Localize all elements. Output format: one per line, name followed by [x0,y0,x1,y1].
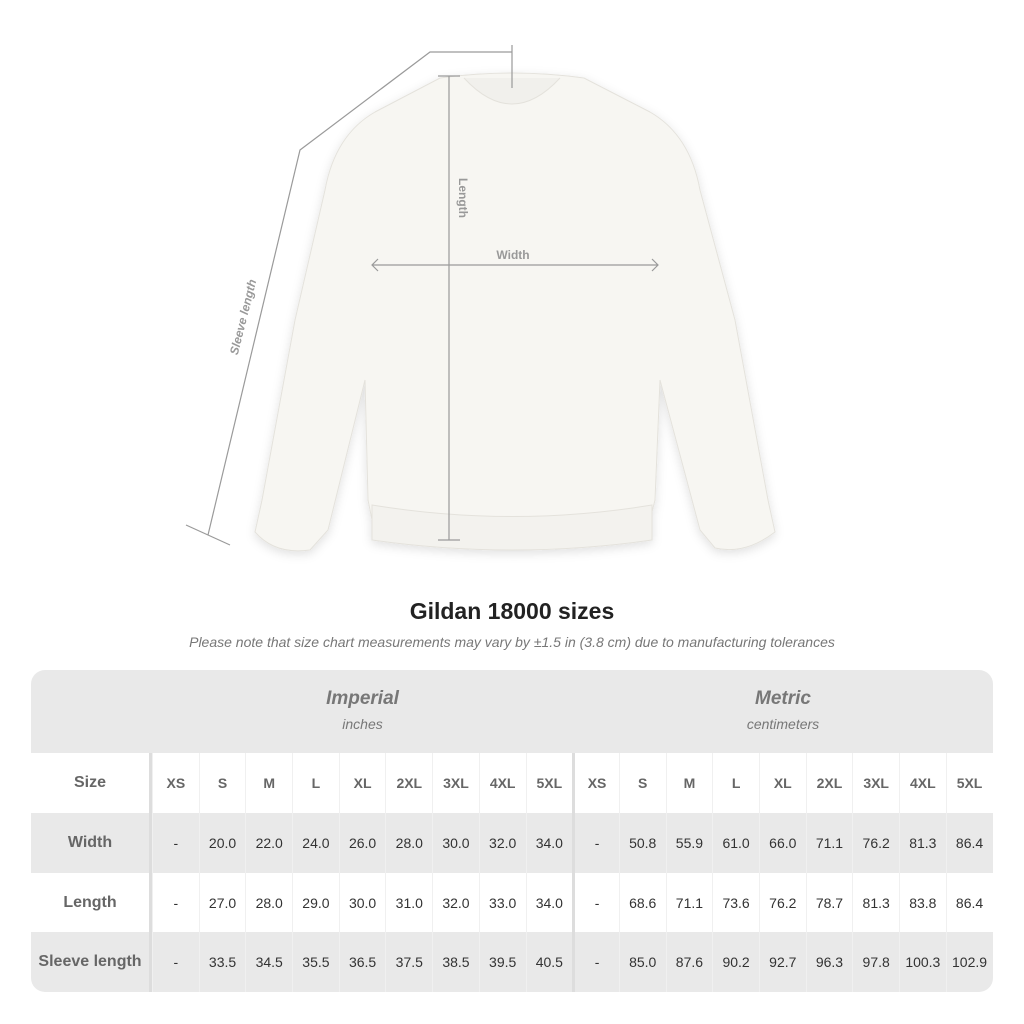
value-cell: 86.4 [945,813,993,873]
width-label: Width [496,248,529,262]
length-line [438,75,460,541]
value-cell: - [572,813,619,873]
size-header-cell: M [245,753,292,813]
value-cell: 31.0 [385,873,432,932]
size-header-cell: 5XL [525,753,573,813]
sleeve-length-label: Sleeve length [227,278,259,356]
metric-title: Metric [755,688,811,709]
row-label: Sleeve length [31,932,152,992]
value-cell: 32.0 [478,813,526,873]
value-cell: 40.5 [525,932,573,992]
value-cell: 34.0 [525,873,573,932]
value-cell: 29.0 [292,873,339,932]
size-header-cell: S [618,753,666,813]
value-cell: - [572,932,619,992]
value-cell: 24.0 [292,813,339,873]
value-cell: 26.0 [338,813,386,873]
value-cell: 34.0 [525,813,573,873]
size-header-cell: 5XL [945,753,993,813]
size-header-cell: XL [338,753,386,813]
value-cell: 39.5 [478,932,526,992]
size-header-cell: 3XL [432,753,479,813]
measurement-lines [185,45,659,546]
size-header-cell: XS [572,753,619,813]
metric-unit: centimeters [746,716,820,732]
value-cell: 55.9 [665,813,713,873]
size-header-cell: 2XL [805,753,853,813]
value-cell: 27.0 [198,873,246,932]
value-cell: 20.0 [198,813,246,873]
value-cell: 87.6 [665,932,713,992]
value-cell: 22.0 [245,813,292,873]
width-line [371,258,659,272]
value-cell: 83.8 [899,873,946,932]
size-header-cell: 2XL [385,753,432,813]
value-cell: - [152,873,199,932]
table-row: Sleeve length -33.5 34.5 35.5 36.5 37.5 38.5 39… [31,932,993,992]
value-cell: 90.2 [712,932,759,992]
value-cell: - [152,932,199,992]
row-label: Width [31,813,152,873]
value-cell: - [572,873,619,932]
value-cell: 85.0 [618,932,666,992]
imperial-header: Imperial inches [152,688,573,732]
value-cell: 78.7 [805,873,853,932]
value-cell: 100.3 [899,932,946,992]
metric-header: Metric centimeters [573,688,993,732]
value-cell: 66.0 [758,813,806,873]
page-title: Gildan 18000 sizes [409,598,615,624]
imperial-unit: inches [342,716,383,732]
size-header-cell: XS [152,753,199,813]
size-header-cell: XL [758,753,806,813]
value-cell: 81.3 [899,813,946,873]
value-cell: 81.3 [852,873,899,932]
value-cell: 71.1 [805,813,853,873]
size-header-cell: 4XL [899,753,946,813]
value-cell: 86.4 [945,873,993,932]
value-cell: 28.0 [245,873,292,932]
value-cell: 32.0 [432,873,479,932]
row-label: Size [31,753,152,813]
value-cell: 33.5 [198,932,246,992]
table-row: Length -27.0 28.0 29.0 30.0 31.0 32.0 33.0 34.0-… [31,873,993,932]
size-header-cell: M [665,753,713,813]
sweatshirt-image [254,72,776,552]
tolerance-note: Please note that size chart measurements… [189,634,835,650]
value-cell: 34.5 [245,932,292,992]
value-cell: 30.0 [432,813,479,873]
value-cell: 30.0 [338,873,386,932]
value-cell: 33.0 [478,873,526,932]
length-label: Length [456,178,470,218]
value-cell: 28.0 [385,813,432,873]
value-cell: 37.5 [385,932,432,992]
value-cell: 71.1 [665,873,713,932]
size-header-cell: L [292,753,339,813]
size-header-cell: S [198,753,246,813]
value-cell: 35.5 [292,932,339,992]
value-cell: 50.8 [618,813,666,873]
sleeve-length-line [185,45,513,546]
value-cell: 92.7 [758,932,806,992]
value-cell: 97.8 [852,932,899,992]
value-cell: 102.9 [945,932,993,992]
size-table: Imperial inches Metric centimeters Size X… [31,670,993,992]
table-header-band: Imperial inches Metric centimeters [31,670,993,753]
value-cell: 61.0 [712,813,759,873]
value-cell: 68.6 [618,873,666,932]
row-label: Length [31,873,152,932]
imperial-title: Imperial [326,688,399,709]
value-cell: 73.6 [712,873,759,932]
value-cell: 96.3 [805,932,853,992]
size-header-cell: 4XL [478,753,526,813]
size-header-row: Size XS S M L XL 2XL 3XL 4XL 5XL XS S M L XL 2XL 3XL 4XL 5… [31,753,993,813]
value-cell: 76.2 [758,873,806,932]
value-cell: - [152,813,199,873]
table-row: Width -20.0 22.0 24.0 26.0 28.0 30.0 32.0 34.0-5… [31,813,993,873]
value-cell: 38.5 [432,932,479,992]
size-header-cell: 3XL [852,753,899,813]
size-header-cell: L [712,753,759,813]
sweatshirt-diagram: Width Length Sleeve length [185,45,776,552]
value-cell: 36.5 [338,932,386,992]
value-cell: 76.2 [852,813,899,873]
